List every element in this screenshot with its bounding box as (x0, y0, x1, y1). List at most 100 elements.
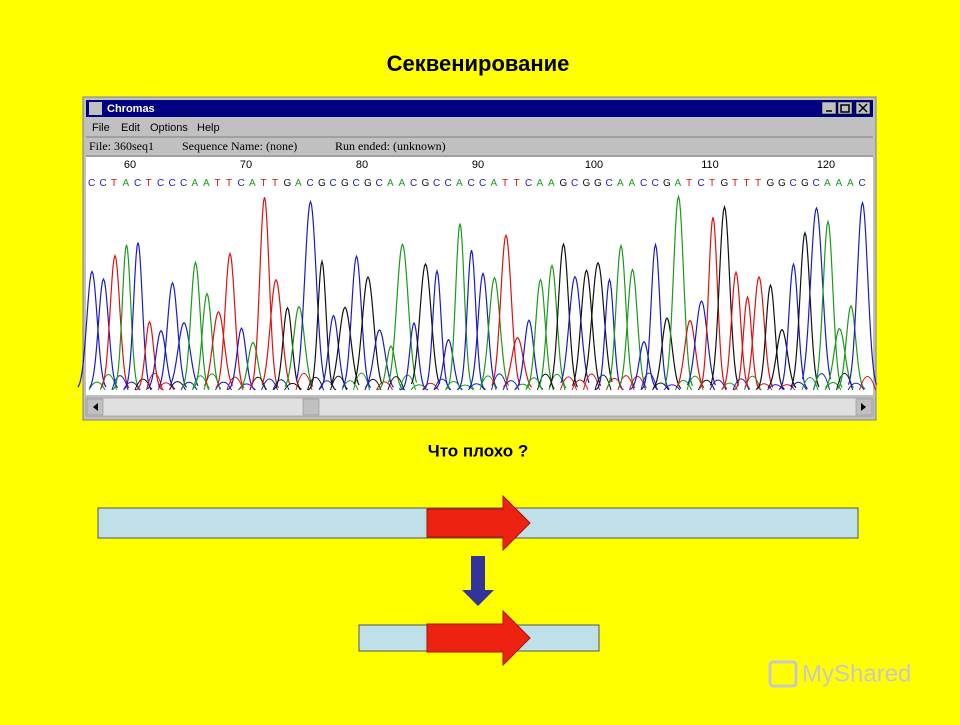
menu-item: File (92, 122, 110, 134)
trace-peak (434, 338, 463, 390)
trace-peak (733, 295, 762, 391)
trace-peak (422, 268, 452, 391)
slide-title: Секвенирование (387, 51, 570, 76)
menu-item: Help (197, 122, 220, 134)
ruler-label: 80 (356, 159, 368, 171)
trace-peak (744, 275, 774, 388)
trace-noise (272, 379, 290, 391)
trace-peak (571, 269, 602, 387)
trace-noise (767, 384, 784, 391)
status-field: Run ended: (unknown) (335, 139, 446, 153)
watermark: MyShared (802, 660, 911, 687)
trace-peak (606, 243, 636, 389)
trace-peak (652, 316, 682, 389)
trace-peak (100, 253, 130, 389)
trace-peak (341, 254, 372, 389)
trace-noise (790, 381, 807, 391)
trace-peak (261, 278, 291, 385)
trace-peak (112, 244, 141, 391)
question: Что плохо ? (428, 441, 528, 460)
trace-peak (709, 204, 740, 386)
trace-peak (410, 262, 441, 385)
trace-peak (618, 267, 647, 389)
trace-noise (433, 378, 451, 391)
scroll-thumb[interactable] (302, 398, 320, 416)
trace-peak (790, 230, 820, 388)
trace-peak (468, 271, 498, 389)
menu-item: Options (150, 122, 188, 134)
trace-peak (491, 233, 521, 386)
trace-peak (330, 306, 360, 386)
trace-peak (721, 270, 751, 390)
trace-peak (203, 310, 234, 387)
trace-noise (709, 379, 727, 391)
trace-noise (583, 373, 600, 391)
trace-peak (503, 336, 532, 388)
ruler-label: 90 (472, 159, 484, 171)
trace-noise (537, 373, 554, 391)
window-title: Chromas (107, 103, 155, 115)
title-bar (86, 100, 873, 117)
trace-peak (479, 276, 510, 386)
trace-noise (376, 381, 393, 391)
trace-noise (571, 379, 589, 391)
watermark-icon (768, 660, 798, 688)
trace-peak (227, 327, 256, 391)
trace-peak (123, 242, 153, 390)
trace-peak (825, 327, 854, 389)
trace-peak (284, 305, 314, 387)
trace-peak (319, 314, 348, 390)
chromas-window: Chromas (82, 96, 877, 421)
trace-peak (307, 258, 337, 391)
trace-noise (410, 384, 428, 391)
scrollbar[interactable] (85, 397, 874, 417)
trace-peak (537, 263, 567, 389)
trace-peak (249, 197, 280, 389)
window-controls[interactable] (821, 101, 871, 115)
trace-area (86, 157, 873, 395)
trace-peak (801, 206, 832, 380)
status-field: File: 360seq1 (89, 139, 154, 153)
trace-peak (135, 320, 164, 391)
trace-noise (594, 374, 612, 391)
trace-peak (526, 278, 555, 389)
trace-peak (192, 292, 222, 390)
trace-noise (491, 373, 508, 391)
trace-peak (583, 261, 613, 382)
trace-peak (686, 300, 717, 386)
red-arrow (426, 609, 531, 667)
trace-noise (847, 382, 865, 391)
trace-peak (215, 251, 245, 389)
trace-peak (813, 219, 843, 388)
trace-peak (548, 242, 579, 388)
trace-peak (88, 277, 119, 389)
trace-noise (157, 382, 175, 391)
trace-noise (192, 375, 209, 391)
trace-peak (457, 250, 486, 391)
app-icon (89, 102, 102, 115)
trace-peak (295, 199, 326, 381)
ruler-label: 120 (817, 159, 835, 171)
trace-peak (560, 275, 590, 384)
trace-peak (77, 269, 107, 388)
trace-noise (560, 376, 577, 391)
trace-peak (169, 321, 199, 386)
trace-peak (157, 281, 188, 388)
down-arrow (462, 556, 494, 606)
ruler-label: 100 (585, 159, 603, 171)
trace-noise (663, 384, 681, 391)
trace-noise (295, 372, 313, 391)
trace-peak (641, 242, 670, 390)
trace-peak (146, 329, 176, 390)
trace-peak (836, 304, 866, 390)
minimize-button[interactable] (821, 101, 837, 115)
control-glyphs (826, 103, 868, 113)
trace-noise (353, 372, 370, 391)
trace-noise (88, 381, 106, 391)
trace-noise (801, 376, 819, 391)
trace-peak (629, 340, 659, 390)
trace-peak (767, 328, 797, 389)
trace-noise (318, 380, 336, 391)
trace-peak (756, 283, 785, 390)
trace-peak (181, 260, 210, 389)
